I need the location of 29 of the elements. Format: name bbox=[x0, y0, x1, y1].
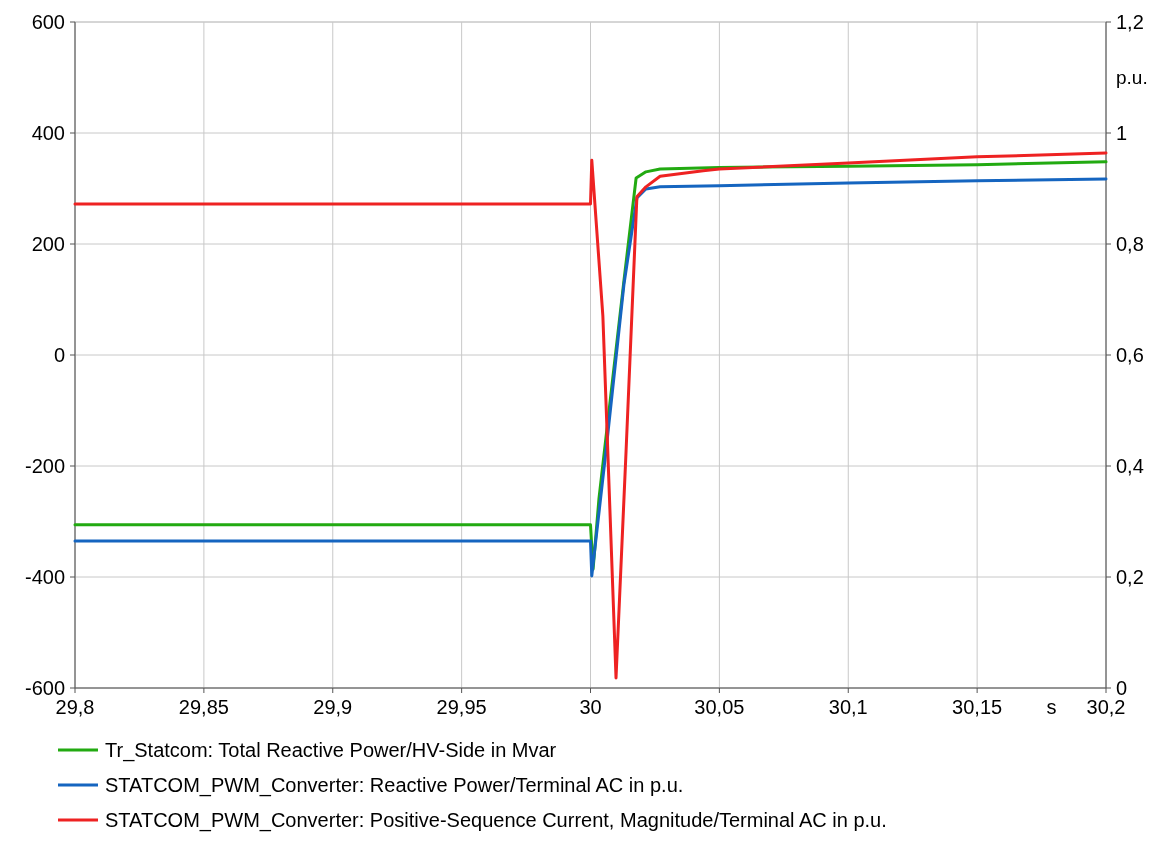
y-tick-label: -400 bbox=[24, 566, 65, 588]
x-tick-label: 30,1 bbox=[828, 696, 868, 718]
legend-label: STATCOM_PWM_Converter: Positive-Sequence Current, Magnitude/Terminal AC in p.u. bbox=[105, 809, 887, 832]
x-tick-label: 30 bbox=[579, 696, 602, 718]
y-tick-label: -600 bbox=[24, 677, 65, 699]
x-tick-label: 29,95 bbox=[436, 696, 487, 718]
y-tick-label: 200 bbox=[31, 233, 65, 255]
x-tick-label: 29,9 bbox=[313, 696, 353, 718]
line-series bbox=[73, 151, 1108, 680]
y2-tick-label: 0,8 bbox=[1116, 233, 1144, 255]
y-tick-label: 600 bbox=[31, 11, 65, 33]
y2-tick-label: 0 bbox=[1116, 677, 1128, 699]
legend-label: Tr_Statcom: Total Reactive Power/HV-Side in Mvar bbox=[105, 739, 557, 762]
x-tick-label: 30,05 bbox=[694, 696, 745, 718]
y2-tick-label: 0,6 bbox=[1116, 344, 1144, 366]
y-tick-label: 0 bbox=[53, 344, 65, 366]
y2-tick-label: 0,2 bbox=[1116, 566, 1144, 588]
y2-axis-title: p.u. bbox=[1116, 66, 1148, 88]
x-tick-label: 30,15 bbox=[952, 696, 1003, 718]
y-tick-label: -200 bbox=[24, 455, 65, 477]
x-tick-label: 29,8 bbox=[55, 696, 95, 718]
x-tick-label: 30,2 bbox=[1086, 696, 1126, 718]
y2-tick-label: 1 bbox=[1116, 122, 1128, 144]
x-axis-title: s bbox=[1046, 696, 1057, 718]
x-tick-label: 29,85 bbox=[178, 696, 229, 718]
legend-label: STATCOM_PWM_Converter: Reactive Power/Terminal AC in p.u. bbox=[105, 774, 684, 797]
y-tick-label: 400 bbox=[31, 122, 65, 144]
y2-tick-label: 1,2 bbox=[1116, 11, 1144, 33]
y2-tick-label: 0,4 bbox=[1116, 455, 1144, 477]
